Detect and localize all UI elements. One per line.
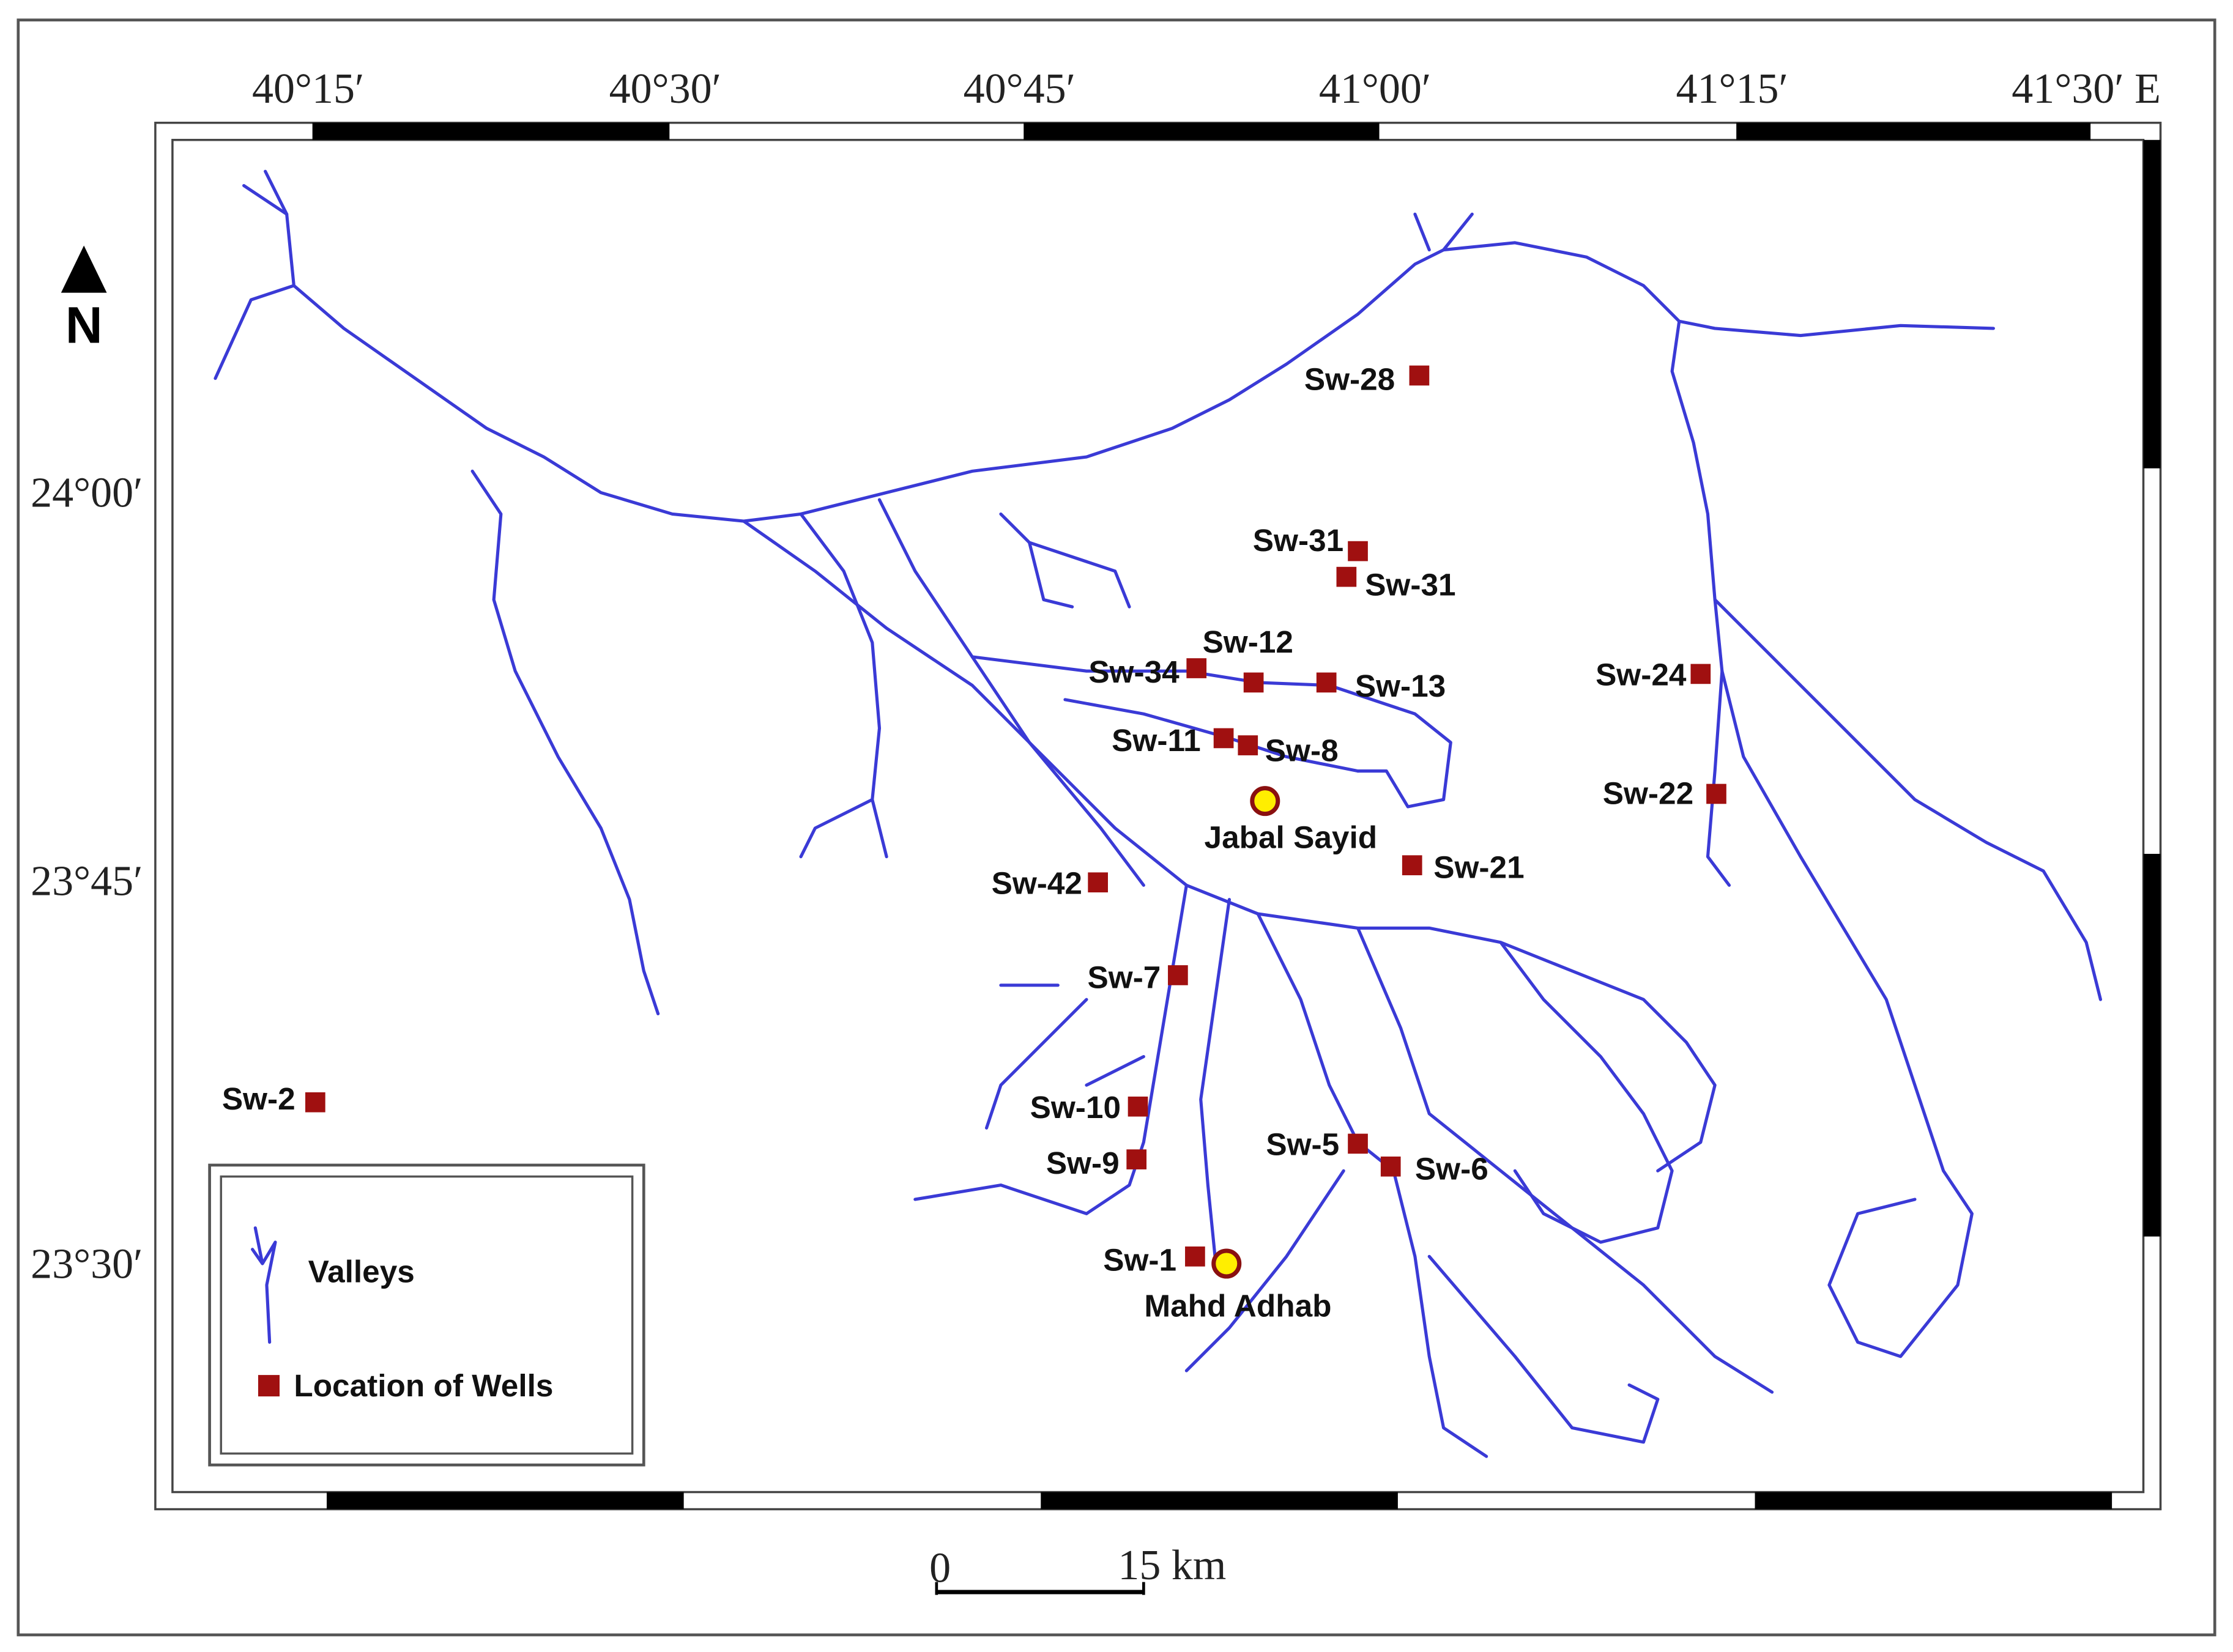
well-label: Sw-7	[1088, 960, 1161, 995]
well-label: Sw-1	[1103, 1243, 1176, 1278]
well-label: Sw-22	[1603, 776, 1693, 810]
longitude-label: 40°30′	[609, 65, 721, 113]
places: Jabal Sayid Mahd Adhab	[1144, 786, 1378, 1323]
wells: Sw-28 Sw-31 Sw-31 Sw-12 Sw-34 Sw-13 Sw-24 Sw-11…	[222, 361, 1726, 1278]
latitude-labels: 24°00′ 23°45′ 23°30′	[31, 470, 143, 1288]
well-marker	[1243, 672, 1264, 693]
longitude-labels: 40°15′ 40°30′ 40°45′ 41°00′ 41°15′ 41°30′ E	[252, 65, 2161, 113]
place-label: Mahd Adhab	[1144, 1288, 1331, 1323]
well-marker	[1690, 664, 1711, 684]
well-marker	[1186, 658, 1207, 678]
scale-end: 15 km	[1118, 1542, 1226, 1589]
well-marker	[1128, 1096, 1148, 1117]
well-marker	[305, 1092, 325, 1113]
well-label: Sw-12	[1203, 624, 1293, 659]
legend-well-icon	[258, 1375, 280, 1397]
well-label: Sw-31	[1253, 523, 1343, 558]
well-marker	[1238, 735, 1258, 755]
place-marker	[1250, 786, 1280, 817]
legend-valley-icon	[251, 1226, 277, 1344]
well-label: Sw-6	[1415, 1151, 1488, 1186]
frame-bar	[1024, 122, 1380, 140]
legend-valleys: Valleys	[308, 1254, 415, 1289]
place-marker	[1211, 1248, 1242, 1279]
scale-start: 0	[929, 1545, 951, 1592]
well-label: Sw-8	[1265, 733, 1339, 768]
well-label: Sw-24	[1596, 657, 1687, 692]
latitude-label: 23°30′	[31, 1240, 143, 1287]
well-marker	[1185, 1246, 1205, 1267]
scale-bar: 0 15 km	[929, 1542, 1226, 1595]
well-marker	[1402, 855, 1422, 876]
well-label: Sw-42	[992, 865, 1082, 900]
well-marker	[1213, 728, 1234, 749]
well-label: Sw-34	[1088, 654, 1180, 689]
valleys	[214, 169, 2103, 1458]
well-marker	[1380, 1156, 1401, 1177]
well-marker	[1409, 365, 1430, 386]
well-label: Sw-13	[1355, 669, 1446, 703]
place-label: Jabal Sayid	[1205, 820, 1378, 855]
frame-bar	[1755, 1492, 2112, 1509]
well-marker	[1126, 1149, 1147, 1169]
well-label: Sw-21	[1433, 850, 1524, 885]
frame-bar	[1736, 122, 2091, 140]
north-label: N	[65, 296, 103, 354]
legend: Valleys Location of Wells	[208, 1163, 645, 1467]
well-label: Sw-28	[1304, 361, 1395, 396]
frame-bar	[2143, 139, 2161, 469]
longitude-label: 41°00′	[1319, 65, 1431, 113]
longitude-label: 41°30′ E	[2012, 65, 2161, 113]
well-marker	[1706, 783, 1726, 804]
legend-wells: Location of Wells	[294, 1368, 553, 1403]
north-arrow: N	[61, 245, 107, 354]
well-label: Sw-9	[1046, 1146, 1120, 1180]
well-label: Sw-5	[1266, 1127, 1339, 1162]
well-marker	[1316, 672, 1337, 693]
well-marker	[1348, 1133, 1368, 1154]
well-marker	[1336, 566, 1357, 587]
well-label: Sw-11	[1112, 723, 1201, 758]
well-label: Sw-2	[222, 1081, 295, 1116]
latitude-label: 23°45′	[31, 858, 143, 905]
well-marker	[1348, 541, 1368, 561]
well-marker	[1168, 965, 1188, 985]
outer-frame	[17, 18, 2216, 1637]
well-label: Sw-31	[1365, 567, 1455, 602]
frame-bar	[2143, 854, 2161, 1237]
frame-bar	[1041, 1492, 1398, 1509]
frame-bars	[312, 122, 2161, 1509]
longitude-label: 40°45′	[964, 65, 1076, 113]
latitude-label: 24°00′	[31, 470, 143, 517]
well-label: Sw-10	[1030, 1090, 1121, 1125]
frame-bar	[312, 122, 670, 140]
longitude-label: 41°15′	[1676, 65, 1788, 113]
longitude-label: 40°15′	[252, 65, 364, 113]
well-marker	[1088, 872, 1108, 893]
frame-bar	[327, 1492, 684, 1509]
